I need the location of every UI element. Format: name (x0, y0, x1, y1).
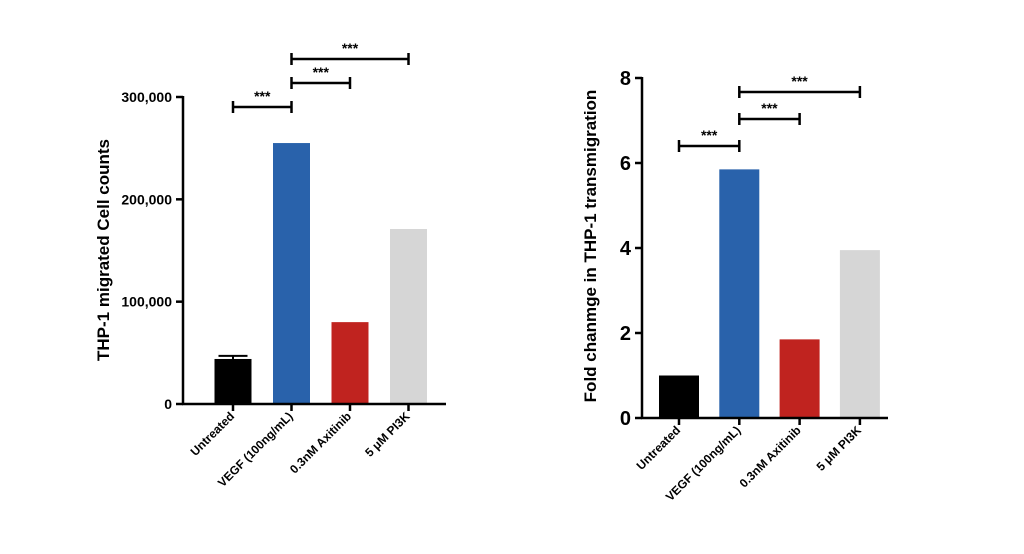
sig-label-1: *** (313, 64, 330, 80)
x-tick-label-3: 5 μM PI3K (814, 423, 865, 474)
x-tick-label-2: 0.3nM Axitinib (737, 423, 804, 490)
y-axis-title: Fold chanmge in THP-1 transmigration (581, 90, 600, 403)
bar-3 (839, 250, 880, 418)
sig-label-2: *** (342, 40, 359, 56)
y-tick-label-3: 6 (620, 153, 631, 175)
y-tick-label-3: 300,000 (121, 89, 172, 105)
y-tick-label-1: 2 (620, 323, 631, 345)
y-tick-label-0: 0 (620, 408, 631, 430)
y-tick-label-2: 4 (620, 238, 632, 260)
bar-0 (659, 375, 699, 418)
sig-label-2: *** (791, 73, 808, 89)
y-tick-label-1: 100,000 (121, 294, 172, 310)
y-axis-title: THP-1 migrated Cell counts (94, 139, 113, 361)
bar-3 (390, 229, 427, 404)
x-tick-label-0: Untreated (188, 409, 238, 459)
x-tick-label-2: 0.3nM Axitinib (287, 409, 354, 476)
y-tick-label-0: 0 (164, 396, 172, 412)
bar-1 (719, 169, 760, 418)
y-tick-label-2: 200,000 (121, 191, 172, 207)
x-tick-label-3: 5 μM PI3K (362, 409, 413, 460)
bar-2 (331, 322, 369, 404)
sig-label-1: *** (761, 100, 778, 116)
bar-2 (779, 339, 820, 418)
bar-0 (214, 358, 252, 404)
bar-1 (273, 143, 310, 405)
sig-label-0: *** (701, 127, 718, 143)
sig-label-0: *** (254, 88, 271, 104)
x-tick-label-0: Untreated (634, 423, 684, 473)
y-tick-label-4: 8 (620, 68, 631, 90)
